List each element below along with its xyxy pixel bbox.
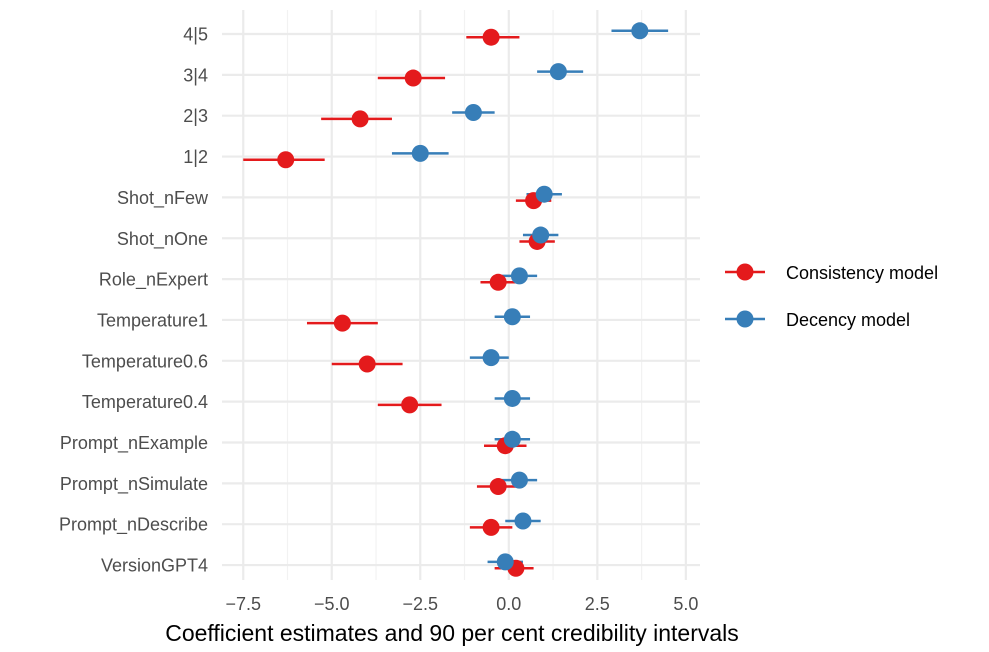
y-tick-label: Prompt_nSimulate [60, 474, 208, 495]
point-consistency [277, 151, 295, 169]
y-tick-label: Temperature1 [97, 310, 208, 330]
y-tick-label: 3|4 [183, 65, 208, 85]
legend-key-dot-decency [736, 310, 754, 328]
legend-key-dot-consistency [736, 263, 754, 281]
point-decency [514, 512, 532, 530]
x-tick-label: 2.5 [585, 594, 610, 614]
point-decency [510, 471, 528, 489]
point-decency [503, 308, 521, 326]
y-tick-label: Shot_nOne [117, 229, 208, 250]
point-decency [535, 185, 553, 203]
x-axis-tick-labels: −7.5 −5.0 −2.5 0.0 2.5 5.0 [225, 594, 698, 614]
y-tick-label: Prompt_nExample [60, 433, 208, 454]
x-tick-label: 5.0 [673, 594, 698, 614]
y-tick-label: 4|5 [183, 25, 208, 45]
x-tick-label: 0.0 [496, 594, 521, 614]
y-axis-tick-labels: 4|5 3|4 2|3 1|2 Shot_nFew Shot_nOne Role_nExpe… [59, 25, 209, 576]
point-decency [510, 267, 528, 285]
estimate-points [277, 22, 649, 577]
x-tick-label: −5.0 [314, 594, 350, 614]
point-decency [464, 104, 482, 121]
y-tick-label: Temperature0.6 [82, 351, 208, 371]
point-consistency [358, 355, 376, 373]
point-decency [503, 430, 521, 448]
legend-item-decency: Decency model [725, 310, 910, 330]
point-decency [496, 553, 514, 571]
legend-label-consistency: Consistency model [786, 263, 938, 283]
y-tick-label: VersionGPT4 [101, 556, 208, 576]
x-tick-label: −7.5 [225, 594, 261, 614]
point-decency [482, 349, 500, 367]
y-tick-label: Shot_nFew [117, 188, 209, 209]
point-decency [631, 22, 649, 40]
y-tick-label: Role_nExpert [99, 270, 208, 291]
point-consistency [351, 110, 369, 128]
point-decency [549, 63, 567, 81]
credibility-intervals [243, 29, 669, 570]
legend-label-decency: Decency model [786, 310, 910, 330]
point-decency [532, 226, 550, 244]
legend: Consistency model Decency model [725, 263, 938, 330]
point-consistency [333, 314, 351, 332]
point-decency [503, 389, 521, 407]
point-consistency [404, 69, 422, 87]
point-consistency [489, 273, 507, 291]
y-tick-label: 2|3 [183, 106, 208, 126]
x-axis-title: Coefficient estimates and 90 per cent cr… [165, 620, 739, 646]
legend-item-consistency: Consistency model [725, 263, 938, 283]
point-consistency [401, 396, 419, 414]
point-consistency [489, 478, 507, 496]
point-consistency [482, 28, 500, 46]
y-tick-label: 1|2 [183, 147, 208, 167]
grid-lines [222, 10, 700, 580]
x-tick-label: −2.5 [403, 594, 439, 614]
point-decency [411, 144, 429, 162]
y-tick-label: Prompt_nDescribe [59, 515, 208, 536]
point-consistency [482, 518, 500, 536]
y-tick-label: Temperature0.4 [82, 392, 208, 412]
